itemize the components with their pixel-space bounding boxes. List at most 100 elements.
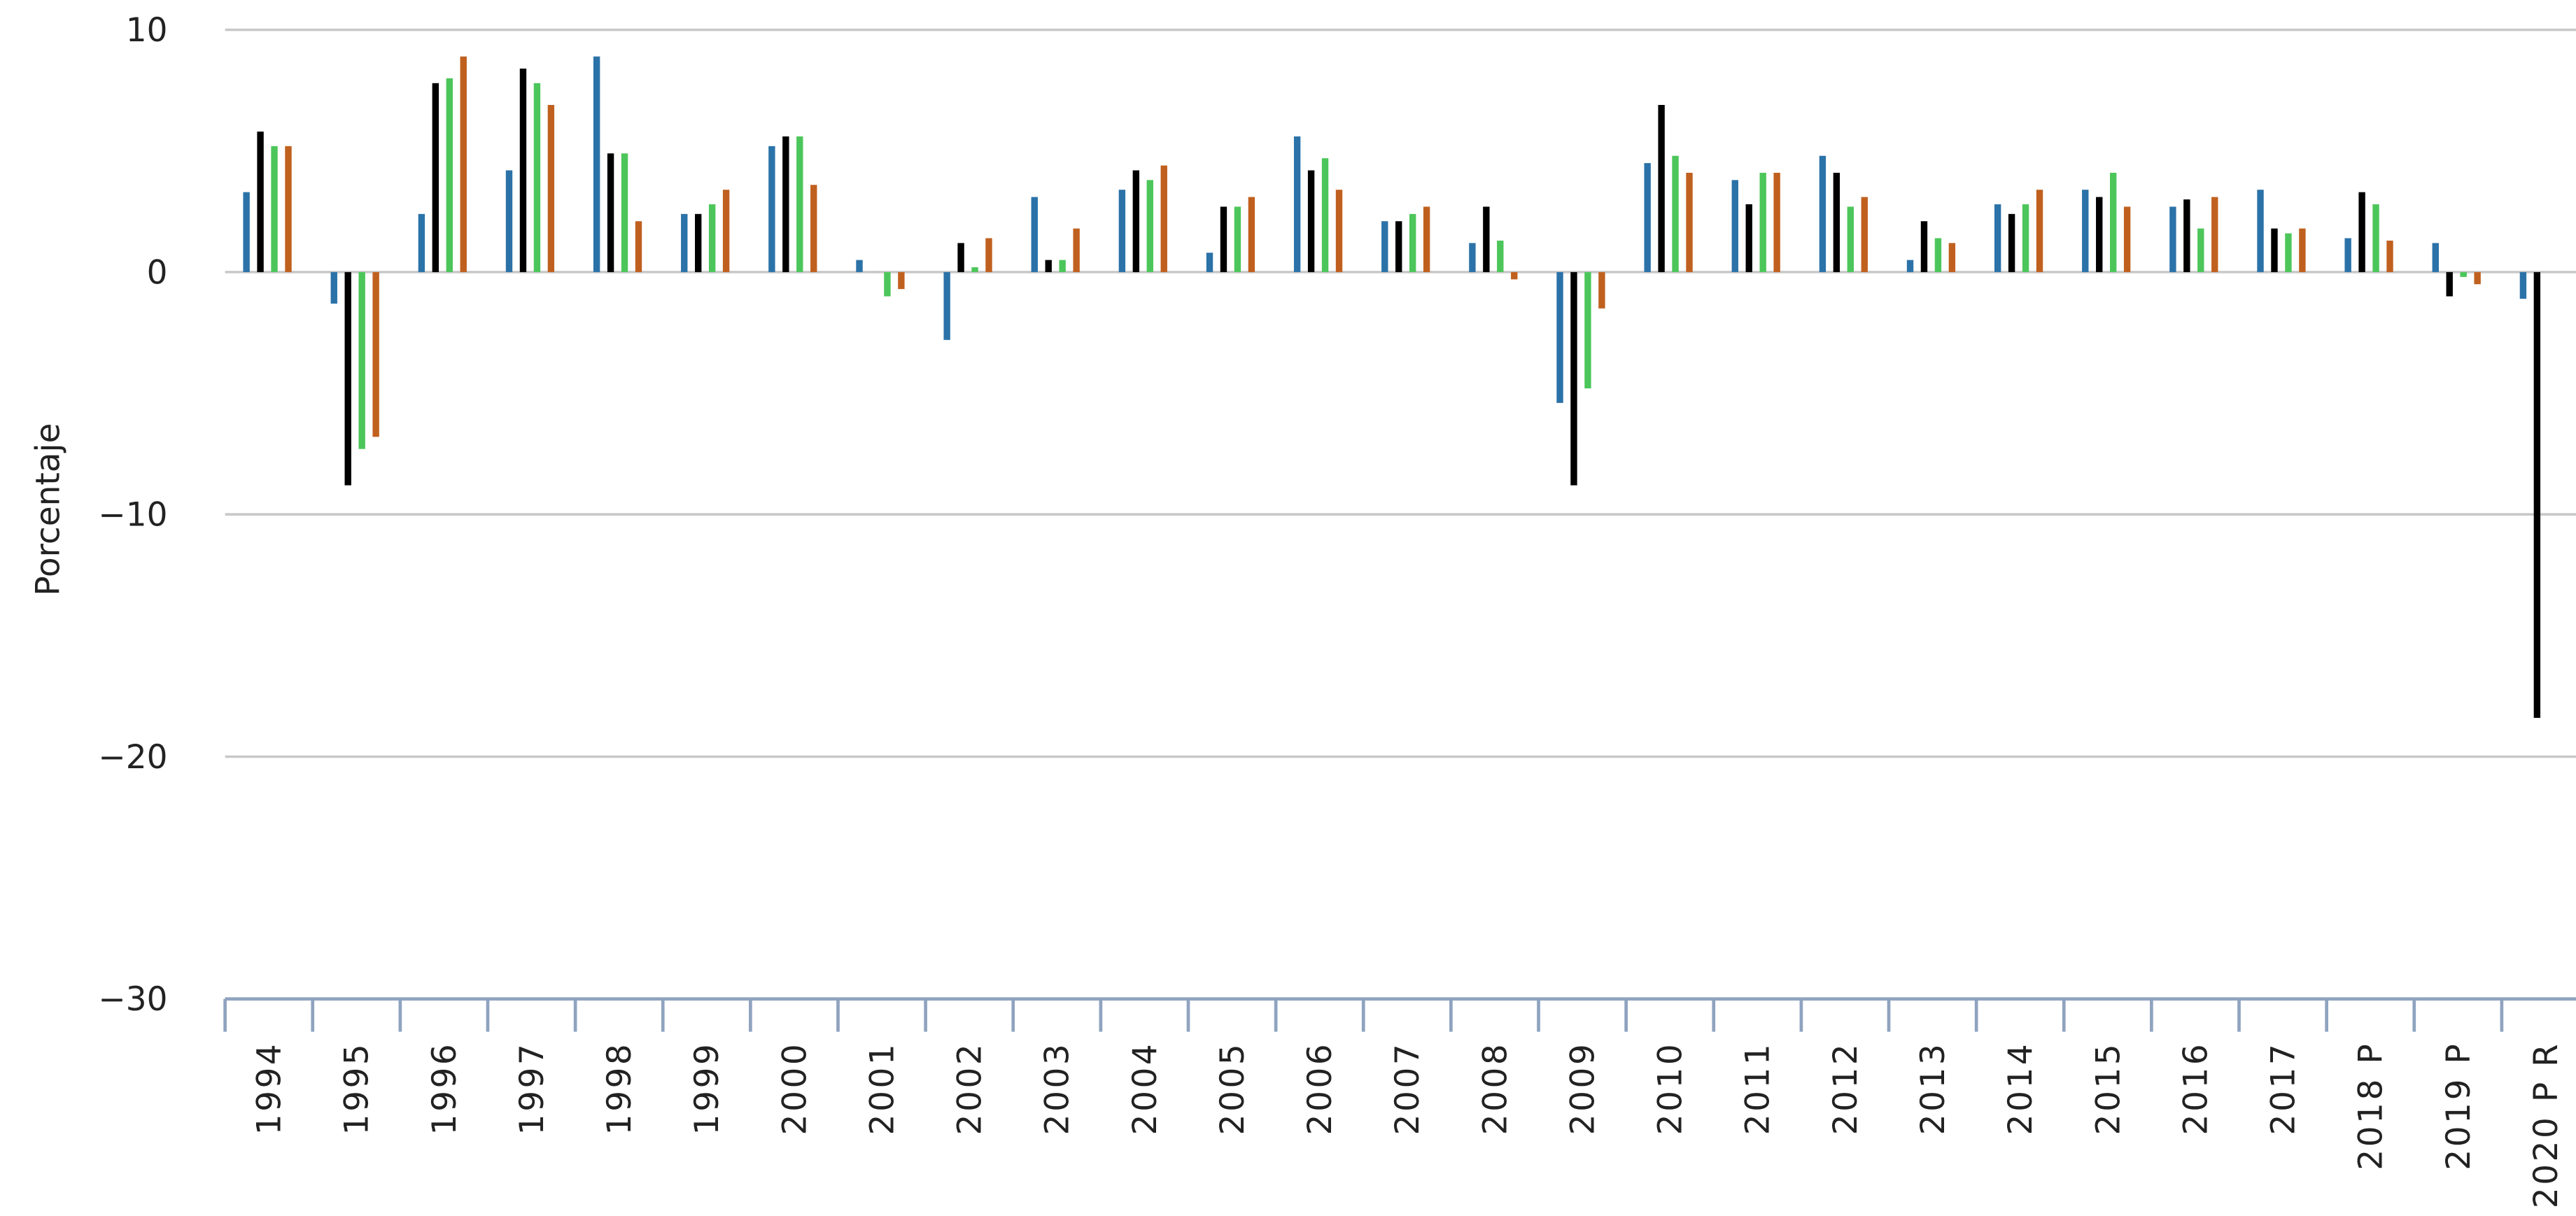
bar [460, 56, 467, 272]
y-tick-label: 10 [126, 11, 168, 50]
x-tick-label: 2018 P [2352, 1042, 2391, 1171]
y-tick-label: −20 [98, 738, 167, 777]
bar [1248, 197, 1255, 272]
bar [607, 153, 614, 272]
x-tick-label: 2005 [1213, 1042, 1252, 1136]
bar [432, 83, 439, 272]
bar [2432, 243, 2439, 272]
bar [985, 238, 992, 272]
bar [1409, 213, 1416, 272]
y-tick-label: −10 [98, 496, 167, 535]
bar [519, 69, 527, 272]
x-tick-label: 1996 [425, 1042, 464, 1136]
bar [722, 190, 730, 272]
bar [547, 104, 555, 272]
bar [2474, 271, 2481, 285]
bar [1994, 204, 2001, 272]
bar [1059, 260, 1066, 272]
bar [2036, 190, 2043, 272]
bar [635, 221, 642, 272]
bar [2169, 206, 2176, 272]
bar [796, 136, 803, 272]
x-tick-label: 1997 [513, 1042, 551, 1136]
bar [1556, 271, 1563, 403]
y-tick-label: −30 [98, 980, 167, 1019]
bar [1469, 243, 1476, 272]
bar [1948, 243, 1956, 272]
bar [2299, 228, 2306, 272]
bar [1861, 197, 1868, 272]
x-tick-label: 1995 [338, 1042, 376, 1136]
x-tick-label: 2010 [1652, 1042, 1690, 1136]
bar [2285, 233, 2292, 272]
x-tick-label: 2009 [1564, 1042, 1603, 1136]
x-tick-label: 2016 [2176, 1042, 2215, 1136]
bar [2082, 190, 2089, 272]
bar [446, 78, 453, 272]
x-tick-label: 2007 [1388, 1042, 1427, 1136]
bar [1570, 271, 1577, 486]
x-tick-label: 1999 [688, 1042, 726, 1136]
bar [1819, 155, 1827, 272]
bar [1906, 260, 1914, 272]
x-tick-label: 1994 [251, 1042, 289, 1136]
bar [1118, 190, 1126, 272]
bar [2344, 238, 2351, 272]
bar [1321, 158, 1329, 272]
bar [2109, 172, 2117, 272]
y-tick-label: 0 [147, 253, 168, 292]
bar [1381, 221, 1388, 272]
bar [2022, 204, 2029, 272]
bar [621, 153, 628, 272]
bar [695, 213, 702, 272]
bar [243, 192, 250, 272]
bar [782, 136, 789, 272]
x-tick-label: 2000 [775, 1042, 814, 1136]
bar [1483, 206, 1490, 272]
bar [1220, 206, 1227, 272]
bar [2460, 271, 2467, 277]
x-tick-label: 2013 [1914, 1042, 1952, 1136]
bar [1833, 172, 1840, 272]
x-tick-label: 2001 [863, 1042, 901, 1136]
x-tick-label: 2003 [1039, 1042, 1077, 1136]
bar [1658, 104, 1665, 272]
bar [271, 146, 278, 272]
bar [418, 213, 425, 272]
bar [593, 56, 600, 272]
bar [768, 146, 775, 272]
bar [330, 271, 337, 304]
bar [1132, 170, 1140, 272]
bar [1031, 197, 1038, 272]
bar [971, 267, 978, 272]
bar [1335, 190, 1343, 272]
bar [1672, 155, 1679, 272]
bar [1234, 206, 1241, 272]
bar [1847, 206, 1854, 272]
bar [2533, 271, 2541, 719]
bar [2386, 240, 2393, 272]
bar [2271, 228, 2278, 272]
bar [1293, 136, 1301, 272]
bar [1511, 271, 1518, 280]
bar [1598, 271, 1605, 309]
x-tick-label: 2006 [1301, 1042, 1339, 1136]
bar [681, 213, 688, 272]
bar [708, 204, 716, 272]
bar [1045, 260, 1052, 272]
bar [2008, 213, 2015, 272]
x-tick-label: 2019 P [2440, 1042, 2478, 1171]
bar [1160, 165, 1167, 272]
bar [1686, 172, 1693, 272]
bar [1731, 180, 1738, 272]
bar [856, 260, 863, 272]
bar [533, 83, 541, 272]
bar [1073, 228, 1080, 272]
bar [2183, 199, 2190, 272]
bar [1773, 172, 1780, 272]
bar [2372, 204, 2379, 272]
y-axis-label: Porcentaje [29, 423, 68, 596]
bar [1307, 170, 1315, 272]
bar [810, 185, 817, 272]
